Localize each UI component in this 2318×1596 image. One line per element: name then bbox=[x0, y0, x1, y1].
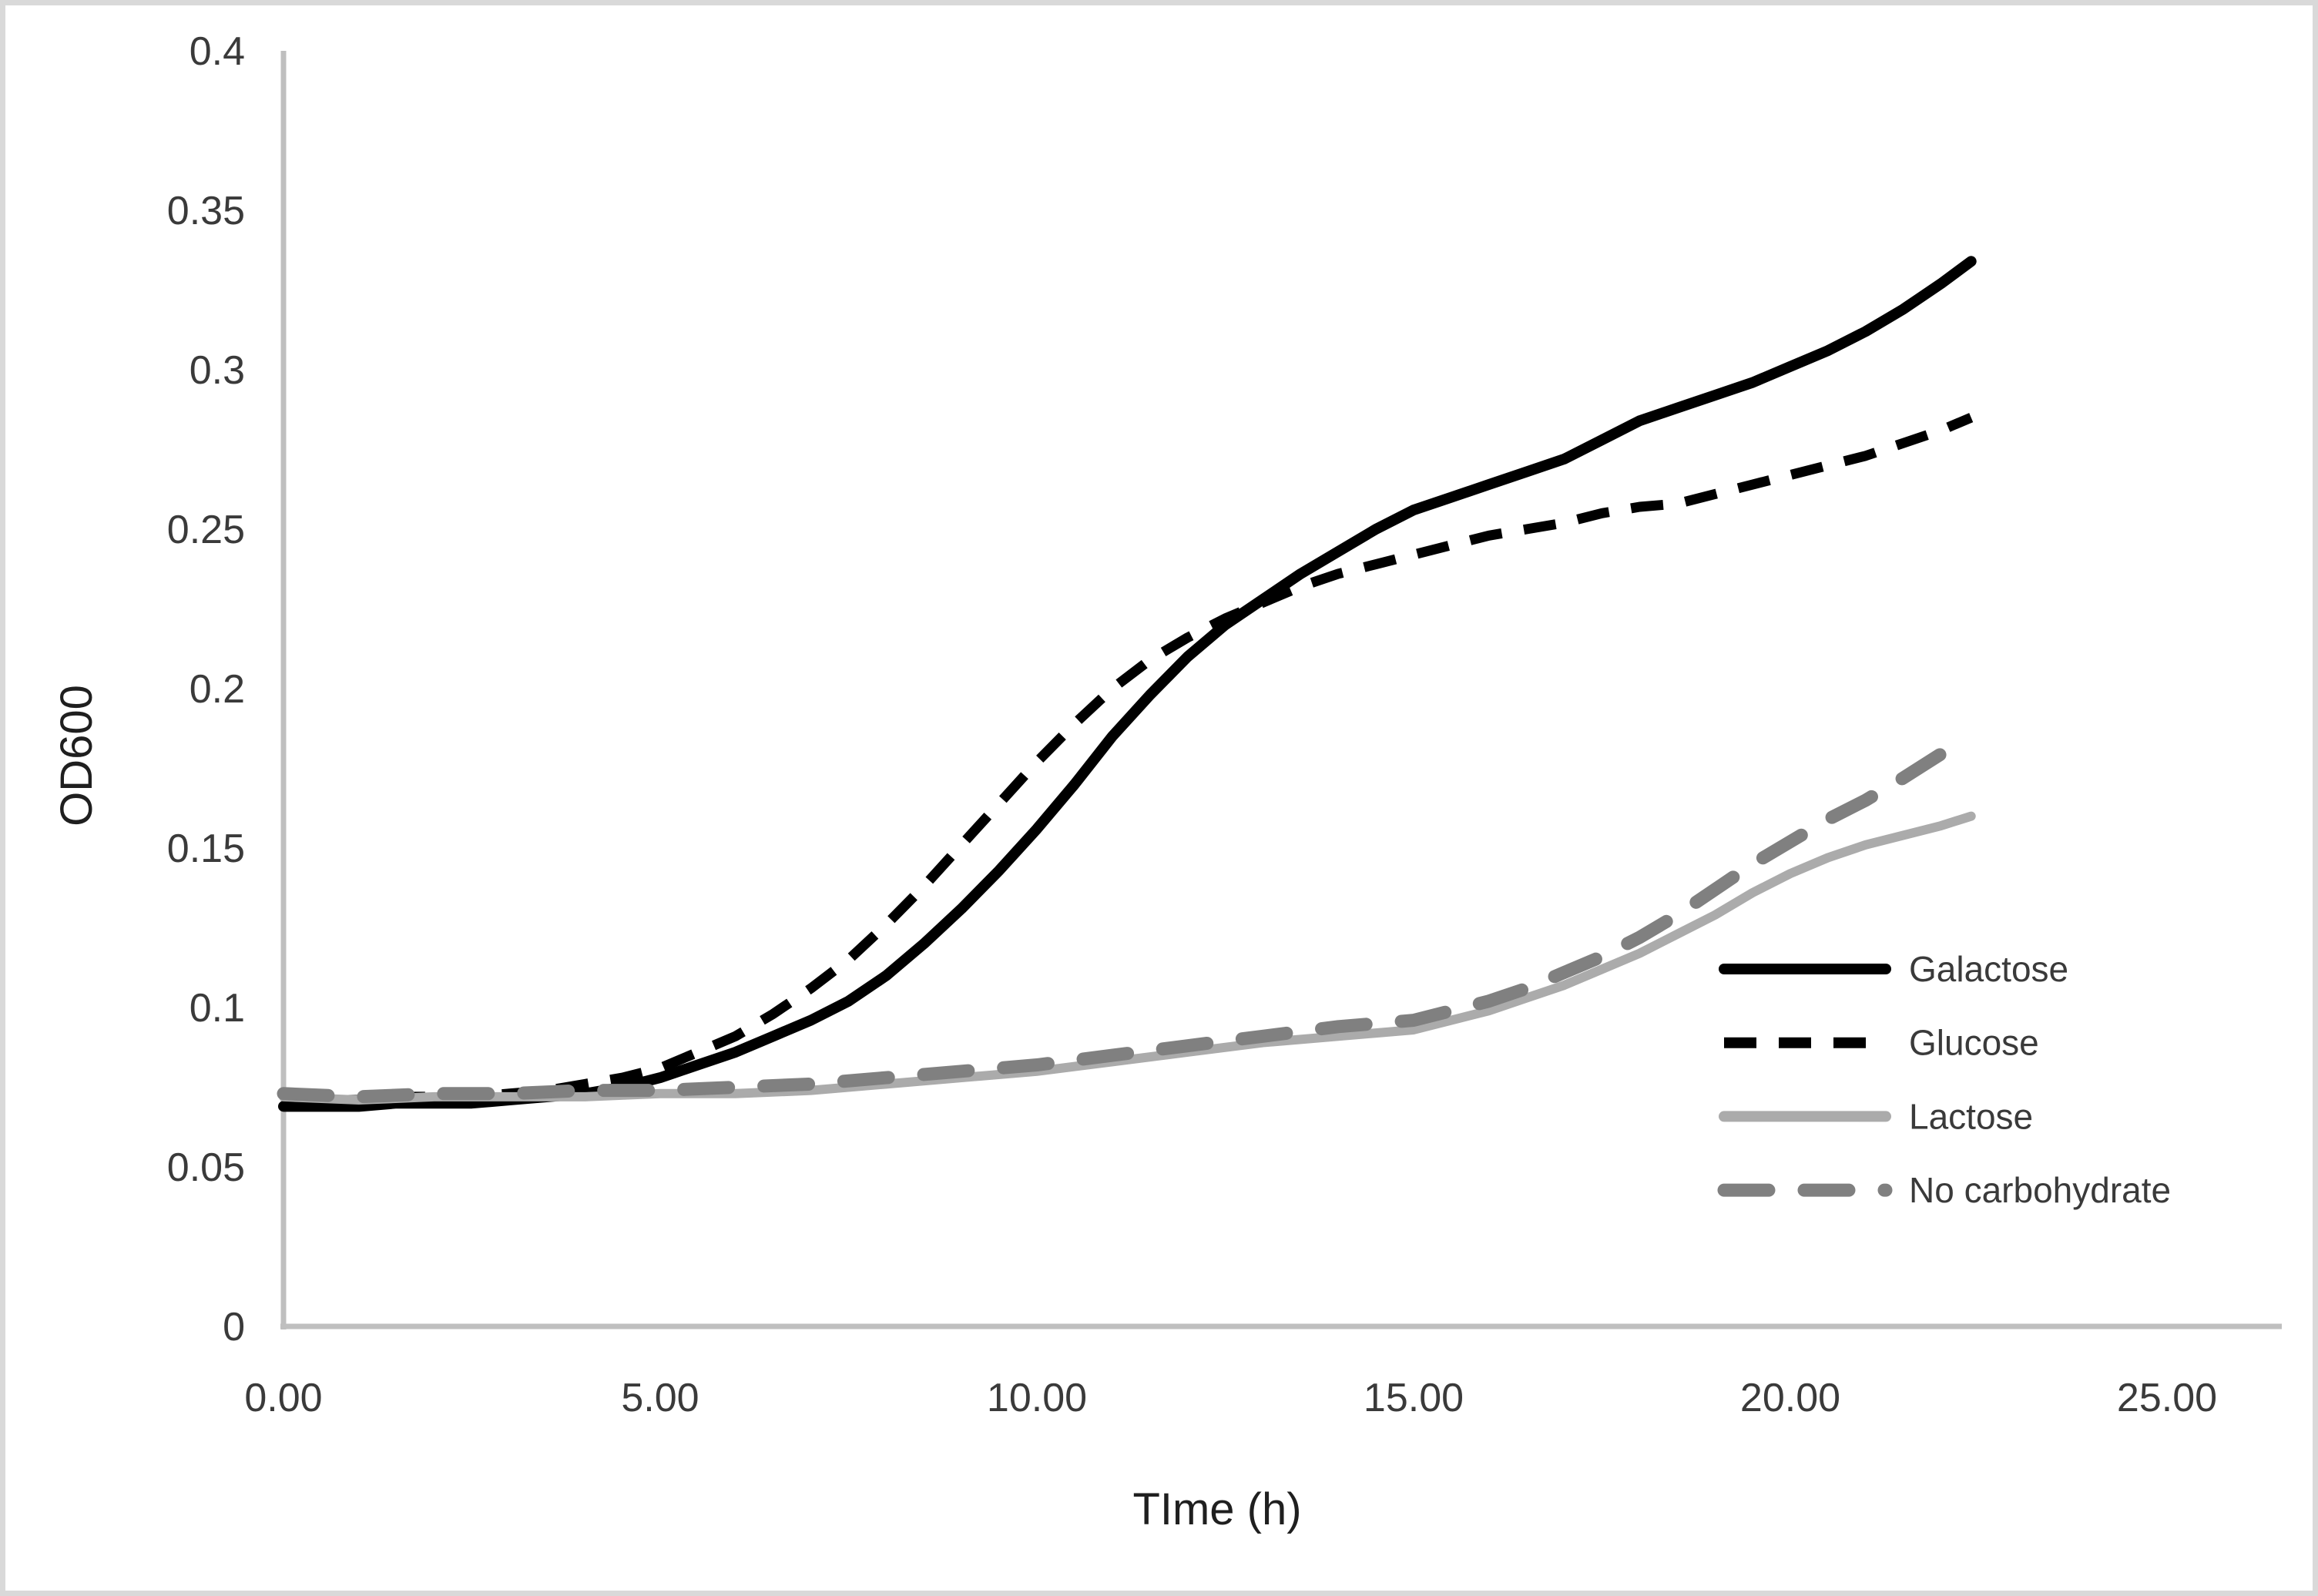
x-tick-label-10.00: 10.00 bbox=[987, 1376, 1087, 1420]
x-tick-label-15.00: 15.00 bbox=[1364, 1376, 1464, 1420]
series-line-galactose bbox=[278, 256, 1977, 1112]
y-tick-label-0: 0 bbox=[223, 1305, 245, 1350]
y-tick-label-0.4: 0.4 bbox=[190, 29, 245, 74]
y-tick-label-0.2: 0.2 bbox=[190, 667, 245, 712]
legend-label-galactose: Galactose bbox=[1909, 949, 2068, 989]
legend-label-lactose: Lactose bbox=[1909, 1096, 2033, 1136]
x-tick-label-20.00: 20.00 bbox=[1740, 1376, 1840, 1420]
x-tick-label-5.00: 5.00 bbox=[621, 1376, 699, 1420]
legend-label-no-carbohydrate: No carbohydrate bbox=[1909, 1170, 2171, 1210]
legend-label-glucose: Glucose bbox=[1909, 1023, 2039, 1063]
y-tick-label-0.05: 0.05 bbox=[167, 1145, 245, 1190]
x-axis-title: TIme (h) bbox=[1132, 1484, 1302, 1534]
y-tick-label-0.1: 0.1 bbox=[190, 986, 245, 1031]
x-tick-label-25.00: 25.00 bbox=[2117, 1376, 2217, 1420]
y-tick-label-0.3: 0.3 bbox=[190, 348, 245, 393]
series-line-no-carbohydrate bbox=[277, 743, 1955, 1104]
y-tick-label-0.35: 0.35 bbox=[167, 189, 245, 233]
series-line-glucose bbox=[283, 413, 1974, 1105]
y-tick-label-0.15: 0.15 bbox=[167, 826, 245, 871]
y-tick-label-0.25: 0.25 bbox=[167, 508, 245, 552]
series-line-lactose bbox=[279, 811, 1976, 1105]
x-tick-label-0.00: 0.00 bbox=[244, 1376, 322, 1420]
y-axis-title: OD600 bbox=[52, 685, 102, 826]
